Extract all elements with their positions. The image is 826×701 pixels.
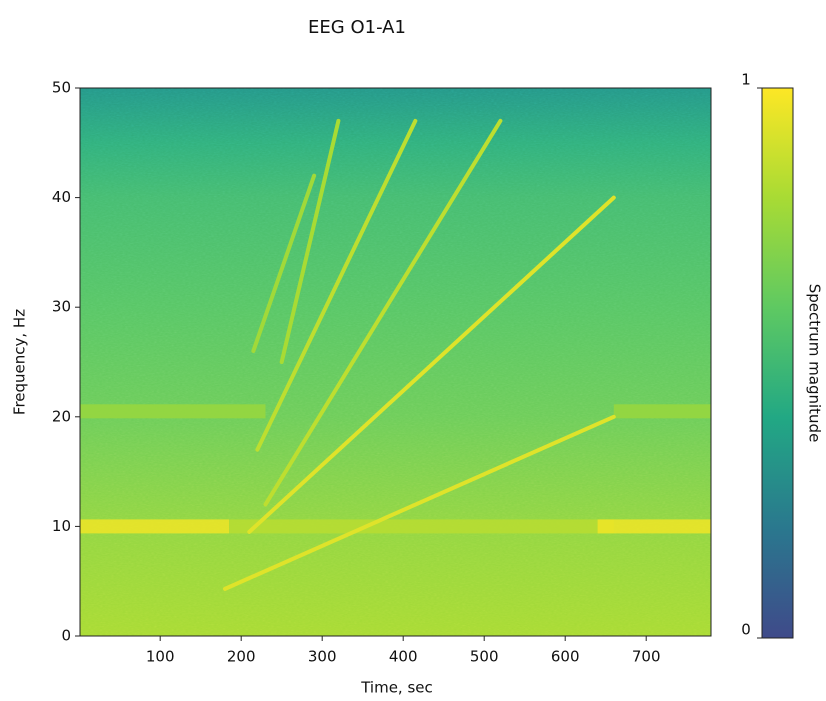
x-tick-label: 100 (146, 648, 175, 666)
sweep (247, 195, 616, 534)
y-axis-label: Frequency, Hz (11, 309, 29, 415)
sweep (263, 118, 503, 507)
y-tick-label: 0 (61, 627, 71, 645)
x-tick-label: 600 (551, 648, 580, 666)
band (80, 519, 230, 534)
y-tick-label: 40 (52, 188, 71, 206)
chart-title: EEG O1-A1 (308, 17, 406, 38)
x-tick-label: 300 (308, 648, 337, 666)
spectrogram (80, 88, 711, 636)
x-axis-label: Time, sec (360, 679, 433, 697)
colorbar (761, 87, 794, 639)
sweep (255, 118, 418, 452)
y-tick-label: 20 (52, 407, 71, 425)
x-tick-label: 700 (632, 648, 661, 666)
spectrogram-noise (80, 88, 711, 636)
x-tick-label: 200 (227, 648, 256, 666)
y-tick-label: 10 (52, 517, 71, 535)
plot-frame (79, 87, 712, 637)
band (80, 404, 266, 419)
colorbar-tick-label: 0 (741, 621, 751, 639)
sweep (251, 173, 317, 354)
band (613, 404, 711, 419)
y-tick-label: 50 (52, 79, 71, 97)
x-tick-label: 500 (470, 648, 499, 666)
band (229, 519, 614, 534)
sweep (279, 118, 341, 364)
y-tick-label: 30 (52, 298, 71, 316)
sweep (222, 414, 616, 591)
band (597, 519, 711, 534)
x-tick-label: 400 (389, 648, 418, 666)
colorbar-label: Spectrum magnitude (806, 284, 824, 443)
colorbar-tick-label: 1 (741, 71, 751, 89)
